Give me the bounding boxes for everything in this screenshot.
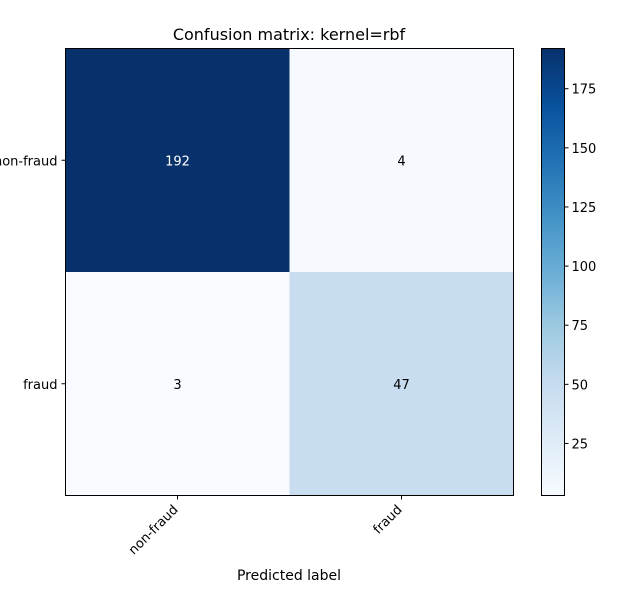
colorbar xyxy=(542,49,565,496)
chart-title: Confusion matrix: kernel=rbf xyxy=(173,25,406,44)
cell-value-label: 47 xyxy=(393,378,410,393)
cell-value-label: 192 xyxy=(165,154,190,169)
colorbar-tick-label: 125 xyxy=(572,201,597,216)
heatmap-cells xyxy=(66,49,514,496)
y-tick-label: fraud xyxy=(23,378,57,393)
cell-value-label: 4 xyxy=(397,154,405,169)
colorbar-ticks: 25 50 75 100 125 150 175 xyxy=(565,83,597,453)
colorbar-tick-label: 150 xyxy=(572,142,597,157)
colorbar-tick-label: 175 xyxy=(572,83,597,98)
colorbar-tick-label: 100 xyxy=(572,260,597,275)
y-axis-ticks: non-fraud fraud xyxy=(0,154,66,393)
x-tick-label: non-fraud xyxy=(126,503,182,559)
cell-value-label: 3 xyxy=(173,378,181,393)
colorbar-tick-label: 25 xyxy=(572,437,589,452)
x-axis-ticks: non-fraud fraud xyxy=(126,496,406,559)
colorbar-tick-label: 50 xyxy=(572,378,589,393)
y-tick-label: non-fraud xyxy=(0,154,58,169)
x-axis-label: Predicted label xyxy=(237,568,341,584)
x-tick-label: fraud xyxy=(371,503,406,538)
colorbar-tick-label: 75 xyxy=(572,319,589,334)
